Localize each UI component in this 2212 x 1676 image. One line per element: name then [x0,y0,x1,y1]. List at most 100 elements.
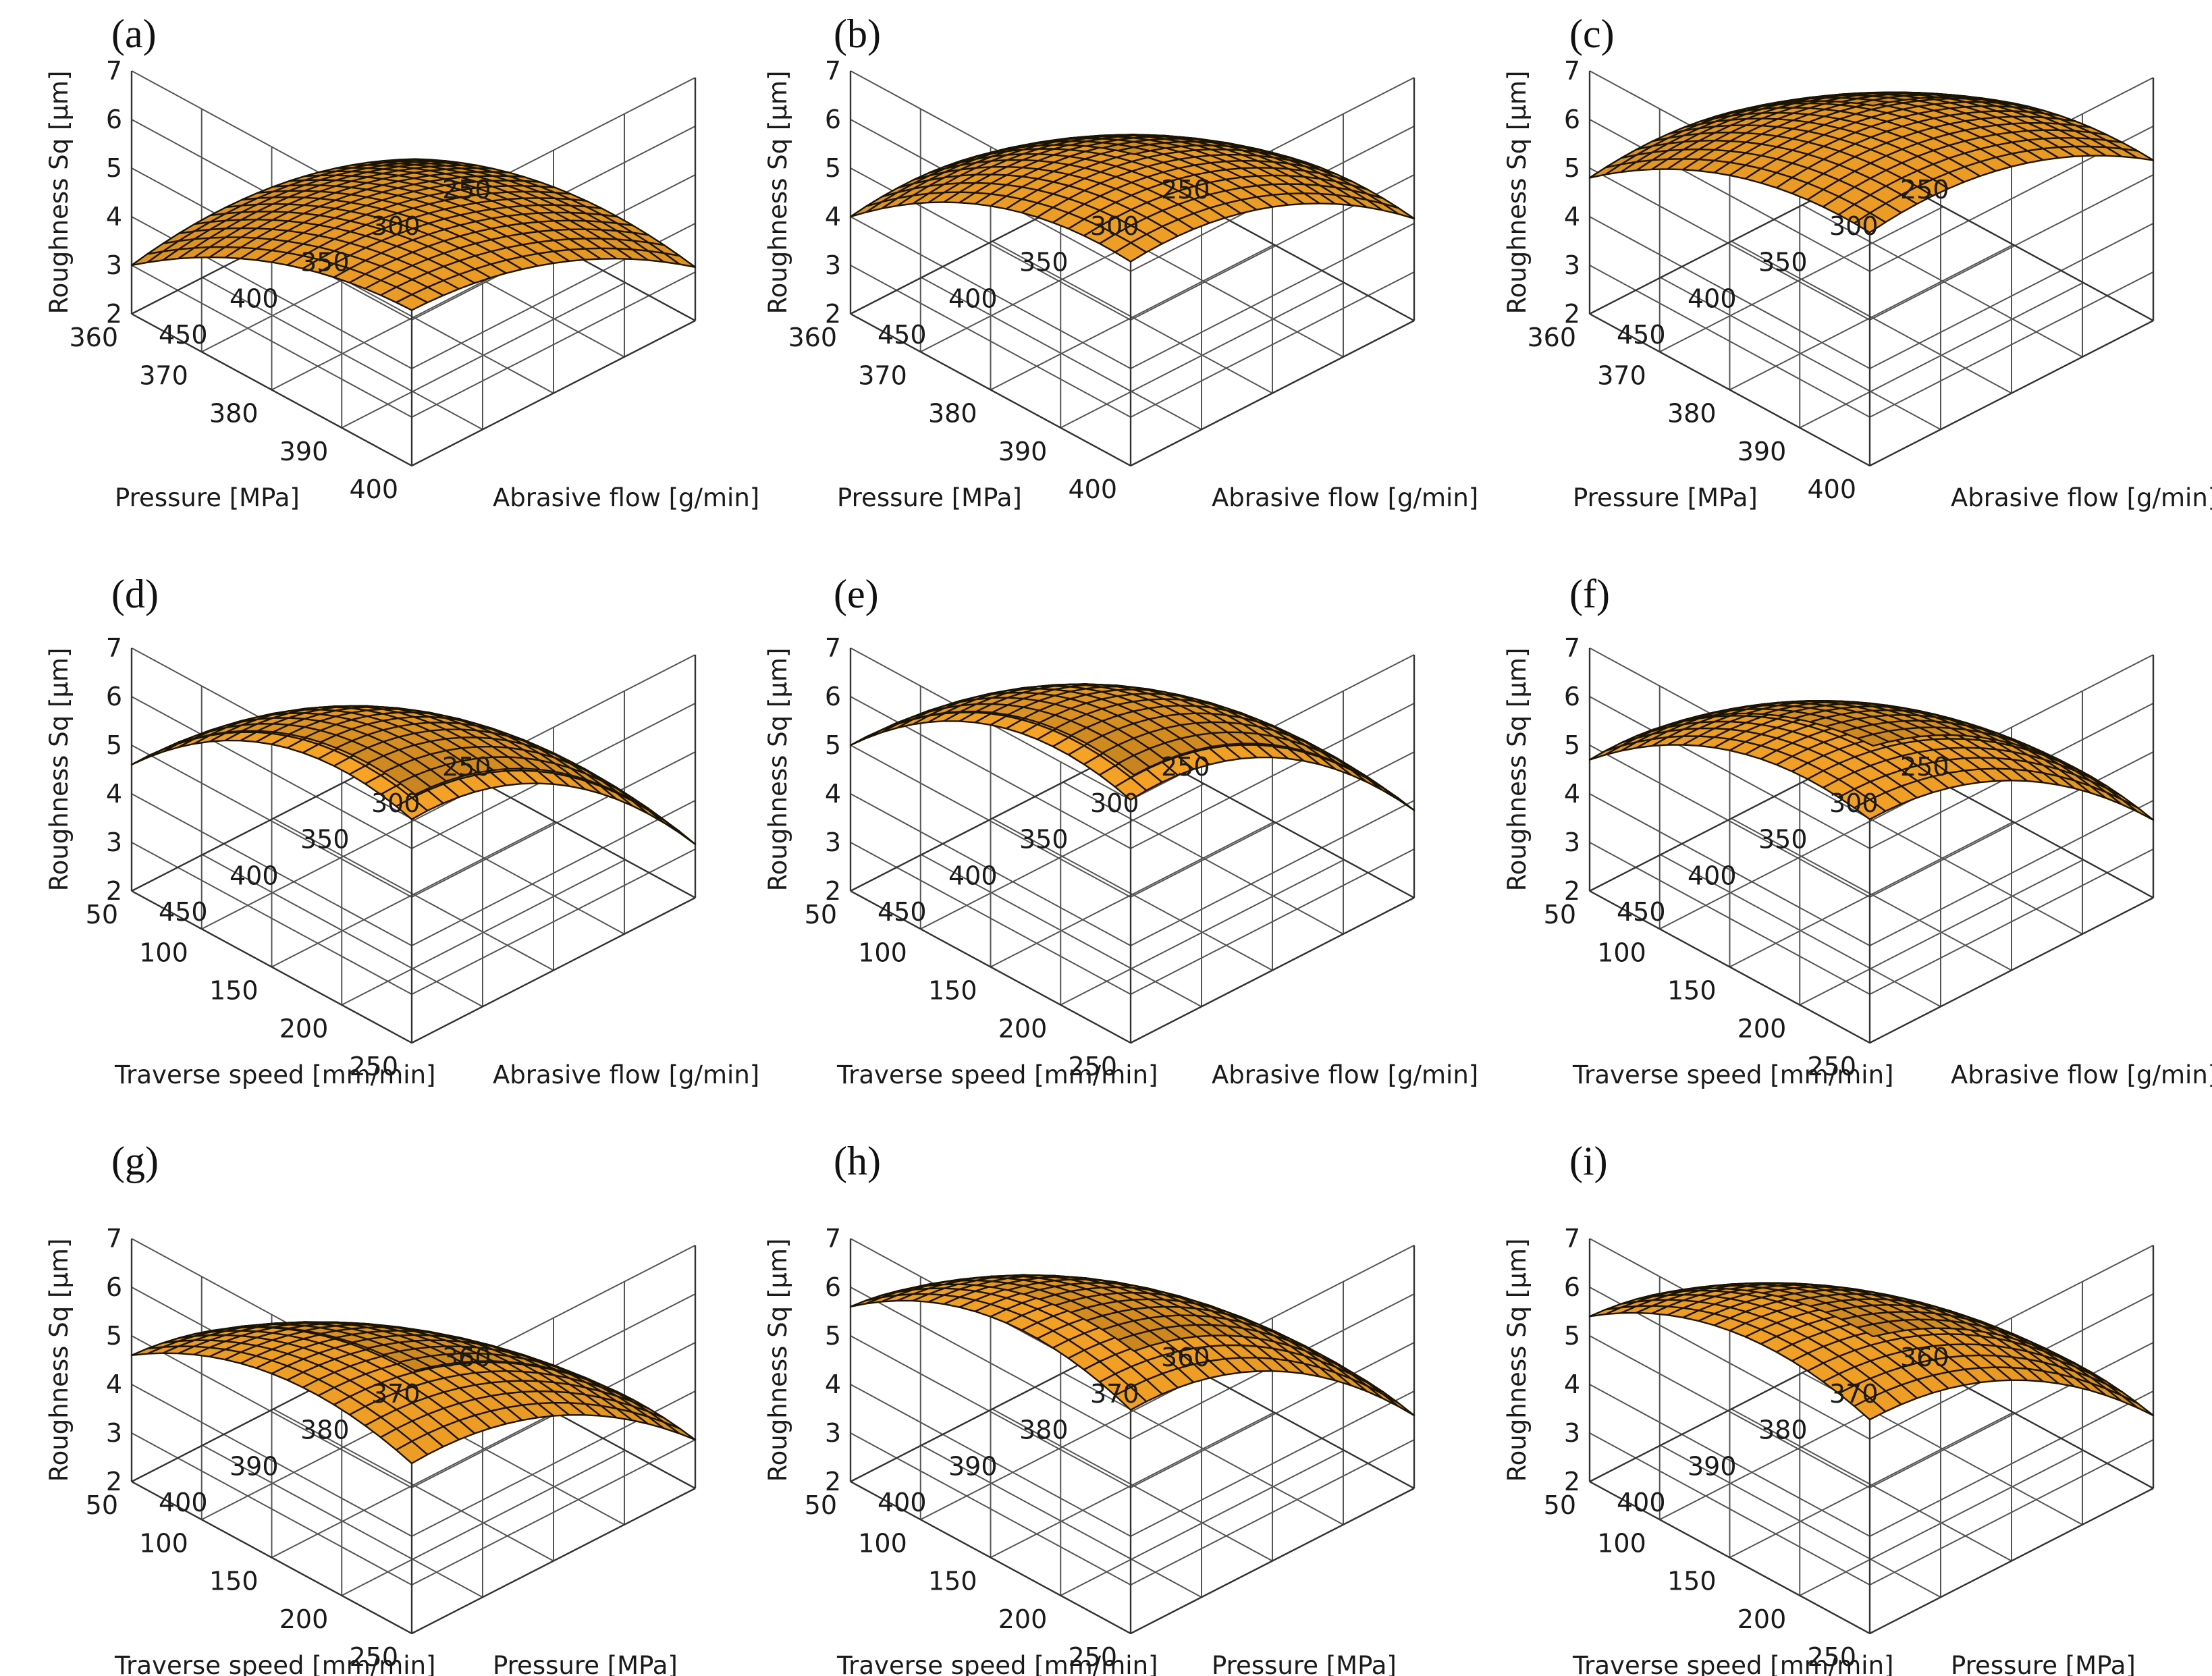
y-tick-label: 400 [230,861,279,890]
surface-patch [1117,146,1151,155]
y-tick-label: 380 [300,1415,350,1445]
panel-a: 2 3 4 5 6 7 360 370 380 390 400 250 300 350 400 450 Roug… [45,11,759,512]
grid-y-floor [1731,817,2012,971]
z-tick-label: 4 [1564,1370,1580,1399]
x-axis-title: Traverse speed [mm/min] [114,1060,435,1089]
x-tick-label: 360 [1527,323,1576,352]
y-axis-title: Abrasive flow [g/min] [1212,483,1478,512]
z-tick-label: 6 [825,105,841,134]
z-tick-label: 7 [1564,1224,1580,1253]
z-tick-label: 2 [106,1467,122,1496]
box-edge [1130,1487,1415,1635]
surface [130,1321,697,1465]
surface [130,705,697,846]
y-tick-label: 250 [1161,175,1210,205]
panel-label: (a) [111,11,157,56]
z-tick-label: 3 [1564,1418,1580,1448]
y-tick-label: 450 [878,897,927,927]
grid-y-floor [992,240,1273,394]
z-axis-title: Roughness Sq [μm] [1503,71,1532,315]
x-tick-label: 200 [1737,1014,1787,1044]
x-tick-label: 390 [1737,437,1787,466]
y-tick-label: 250 [1161,752,1210,782]
y-tick-label: 350 [1019,248,1069,277]
grid-y-floor [273,1408,554,1562]
x-tick-label: 400 [1807,475,1856,504]
grid-z-line [131,1481,696,1635]
z-tick-label: 6 [1564,105,1580,134]
box-edge [1130,319,1415,467]
z-tick-label: 3 [825,1418,841,1448]
panel-label: (c) [1569,11,1615,56]
y-tick-label: 250 [442,175,491,205]
surface-patch [1117,754,1151,776]
box-edge [411,896,696,1044]
surface-patch [1856,99,1890,107]
grid-y-floor [202,277,483,431]
y-tick-label: 300 [371,788,421,818]
z-tick-label: 2 [106,299,122,329]
x-tick-label: 360 [788,323,837,352]
x-tick-label: 400 [349,475,398,504]
x-axis-title: Pressure [MPa] [115,483,300,512]
z-tick-label: 3 [106,828,122,857]
grid-y-floor [202,854,483,1008]
y-tick-label: 300 [1829,211,1879,241]
x-tick-label: 250 [1068,1052,1117,1081]
y-tick-label: 300 [1090,211,1139,241]
panel-label: (d) [111,572,159,616]
z-axis-title: Roughness Sq [μm] [763,648,792,892]
z-tick-label: 6 [106,682,122,711]
x-axis-title: Traverse speed [mm/min] [114,1651,435,1676]
surface [1588,699,2155,821]
y-tick-label: 300 [1829,788,1879,818]
y-tick-label: 250 [442,752,491,782]
grid-z-line [850,842,1415,996]
z-tick-label: 5 [1564,730,1580,760]
y-tick-label: 390 [948,1451,998,1481]
grid-x-floor [1799,859,2084,1006]
z-tick-label: 6 [825,682,841,711]
x-tick-label: 200 [998,1604,1048,1634]
grid-z-line [850,1481,1415,1635]
x-tick-label: 150 [1667,976,1717,1006]
x-tick-label: 200 [998,1014,1048,1044]
y-tick-label: 300 [1090,788,1139,818]
surface [849,1274,1415,1417]
y-tick-label: 370 [371,1379,421,1409]
grid-z-line [1589,313,2154,467]
surface [1588,91,2155,234]
y-axis-title: Abrasive flow [g/min] [493,483,759,512]
y-tick-label: 400 [1688,283,1737,313]
grid-z-line [1589,1481,2154,1635]
z-tick-label: 2 [1564,299,1580,329]
x-tick-label: 390 [279,437,329,466]
z-tick-label: 6 [106,105,122,134]
grid-z-line [850,890,1415,1044]
surface [1588,1282,2155,1421]
panel-e: 2 3 4 5 6 7 50 100 150 200 250 250 300 350 400 450 Rough… [763,572,1478,1089]
surface-patch [398,1357,432,1372]
grid-y-floor [273,817,554,971]
x-tick-label: 100 [1597,1528,1646,1558]
grid-z-line [131,842,696,996]
x-tick-label: 150 [209,1567,259,1596]
z-tick-label: 5 [1564,153,1580,183]
y-axis-title: Pressure [MPa] [1951,1651,2136,1676]
z-axis-title: Roughness Sq [μm] [45,648,74,892]
x-tick-label: 100 [139,1528,188,1558]
grid-z-line [1589,265,2154,418]
y-axis-title: Abrasive flow [g/min] [493,1060,759,1089]
y-tick-label: 370 [1090,1379,1139,1409]
surface-patch [1856,1323,1890,1338]
y-tick-label: 250 [1900,752,1949,782]
z-tick-label: 7 [825,633,841,663]
grid-y-floor [921,1444,1202,1598]
grid-x-floor [1060,1449,1345,1596]
box-edge [131,890,412,1044]
grid-z-line [1589,1432,2154,1586]
z-tick-label: 4 [825,202,841,232]
x-axis-title: Traverse speed [mm/min] [836,1651,1158,1676]
